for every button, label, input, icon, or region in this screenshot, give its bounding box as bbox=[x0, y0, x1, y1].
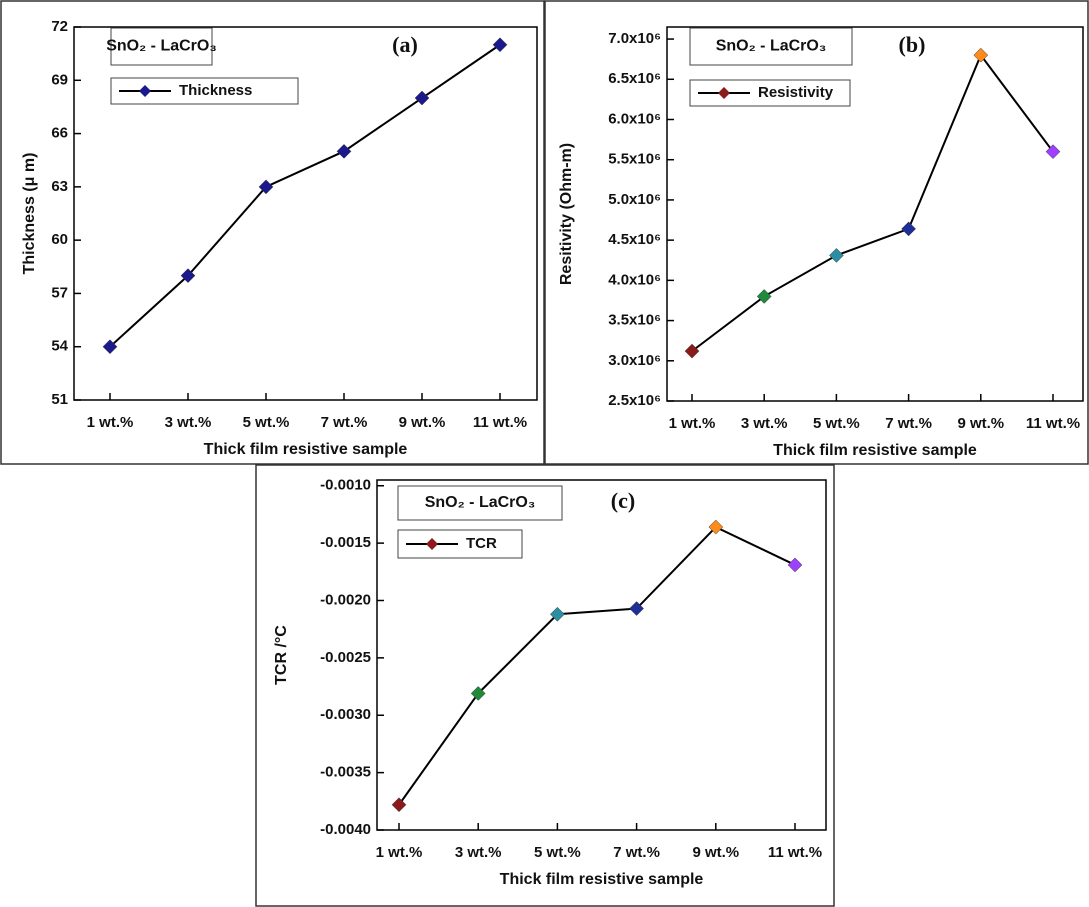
x-tick-label: 9 wt.% bbox=[692, 844, 739, 861]
data-point bbox=[973, 47, 989, 63]
plot-area bbox=[666, 26, 1084, 402]
annotation: SnO₂ - LaCrO₃ bbox=[716, 38, 827, 55]
y-tick-label: 72 bbox=[51, 18, 68, 35]
data-point bbox=[684, 343, 700, 359]
y-tick-label: -0.0030 bbox=[320, 706, 371, 723]
legend-label: TCR bbox=[466, 535, 497, 552]
x-tick-label: 7 wt.% bbox=[613, 844, 660, 861]
y-tick-label: 69 bbox=[51, 71, 68, 88]
plot-area bbox=[73, 26, 538, 401]
x-tick-label: 3 wt.% bbox=[741, 415, 788, 432]
x-axis-title: Thick film resistive sample bbox=[204, 441, 408, 458]
x-tick-label: 1 wt.% bbox=[669, 415, 716, 432]
data-point bbox=[1045, 144, 1061, 160]
annotation-box bbox=[689, 27, 853, 66]
legend-marker bbox=[718, 87, 730, 99]
panel-frame bbox=[0, 0, 545, 465]
panel-title: (b) bbox=[899, 32, 926, 57]
y-tick-label: -0.0040 bbox=[320, 821, 371, 838]
y-tick-label: 6.5x10⁶ bbox=[608, 70, 661, 87]
y-tick-label: 60 bbox=[51, 231, 68, 248]
x-tick-label: 5 wt.% bbox=[813, 415, 860, 432]
panel-title: (a) bbox=[392, 32, 418, 57]
data-point bbox=[901, 221, 916, 237]
x-tick-label: 9 wt.% bbox=[957, 415, 1004, 432]
y-tick-label: 5.5x10⁶ bbox=[608, 151, 661, 168]
data-point bbox=[336, 143, 352, 159]
y-tick-label: 57 bbox=[51, 284, 68, 301]
panel-frame bbox=[544, 0, 1089, 465]
data-point bbox=[629, 601, 644, 616]
y-tick-label: 5.0x10⁶ bbox=[608, 191, 661, 208]
x-tick-label: 7 wt.% bbox=[321, 414, 368, 431]
x-axis-title: Thick film resistive sample bbox=[500, 871, 704, 888]
legend-marker bbox=[426, 538, 438, 550]
y-tick-label: 63 bbox=[51, 178, 68, 195]
x-axis-title: Thick film resistive sample bbox=[773, 442, 977, 459]
panel-frame bbox=[255, 464, 835, 907]
x-tick-label: 1 wt.% bbox=[87, 414, 134, 431]
annotation: SnO₂ - LaCrO₃ bbox=[106, 38, 217, 55]
y-tick-label: 3.0x10⁶ bbox=[608, 352, 661, 369]
y-tick-label: 66 bbox=[51, 125, 68, 142]
x-tick-label: 11 wt.% bbox=[473, 414, 527, 431]
y-tick-label: -0.0035 bbox=[320, 764, 371, 781]
data-point bbox=[829, 248, 844, 263]
data-point bbox=[756, 289, 772, 304]
annotation-box bbox=[110, 27, 213, 66]
data-point bbox=[180, 268, 196, 284]
annotation-box bbox=[397, 485, 563, 521]
x-tick-label: 9 wt.% bbox=[399, 414, 446, 431]
x-tick-label: 11 wt.% bbox=[768, 844, 822, 861]
data-point bbox=[708, 519, 724, 535]
series-line bbox=[398, 525, 796, 806]
y-tick-label: 7.0x10⁶ bbox=[608, 30, 661, 47]
y-axis-title: TCR /°C bbox=[273, 625, 290, 685]
data-point bbox=[102, 339, 118, 355]
data-point bbox=[492, 37, 508, 53]
y-tick-label: 4.0x10⁶ bbox=[608, 271, 661, 288]
legend-marker bbox=[139, 85, 151, 97]
plot-area bbox=[376, 479, 827, 831]
y-axis-title: Thickness (μ m) bbox=[21, 153, 38, 275]
y-tick-label: -0.0015 bbox=[320, 534, 371, 551]
data-point bbox=[550, 606, 565, 622]
y-tick-label: -0.0020 bbox=[320, 591, 371, 608]
y-tick-label: 6.0x10⁶ bbox=[608, 110, 661, 127]
x-tick-label: 1 wt.% bbox=[376, 844, 423, 861]
x-tick-label: 7 wt.% bbox=[885, 415, 932, 432]
data-point bbox=[414, 90, 430, 106]
data-point bbox=[391, 797, 407, 813]
x-tick-label: 5 wt.% bbox=[534, 844, 581, 861]
panel-title: (c) bbox=[611, 488, 635, 513]
x-tick-label: 5 wt.% bbox=[243, 414, 290, 431]
x-tick-label: 3 wt.% bbox=[165, 414, 212, 431]
y-tick-label: -0.0025 bbox=[320, 649, 371, 666]
data-point bbox=[470, 686, 486, 701]
y-axis-title: Resitivity (Ohm-m) bbox=[558, 143, 575, 285]
annotation: SnO₂ - LaCrO₃ bbox=[425, 494, 536, 511]
x-tick-label: 11 wt.% bbox=[1026, 415, 1080, 432]
data-point bbox=[258, 179, 274, 195]
legend-label: Thickness bbox=[179, 82, 252, 99]
y-tick-label: 4.5x10⁶ bbox=[608, 231, 661, 248]
y-tick-label: 3.5x10⁶ bbox=[608, 312, 661, 329]
series-line bbox=[691, 53, 1054, 352]
y-tick-label: -0.0010 bbox=[320, 477, 371, 494]
series-line bbox=[109, 43, 501, 348]
data-point bbox=[787, 557, 803, 573]
y-tick-label: 2.5x10⁶ bbox=[608, 392, 661, 409]
x-tick-label: 3 wt.% bbox=[455, 844, 502, 861]
y-tick-label: 54 bbox=[51, 338, 68, 355]
legend-label: Resistivity bbox=[758, 84, 834, 101]
y-tick-label: 51 bbox=[51, 391, 68, 408]
